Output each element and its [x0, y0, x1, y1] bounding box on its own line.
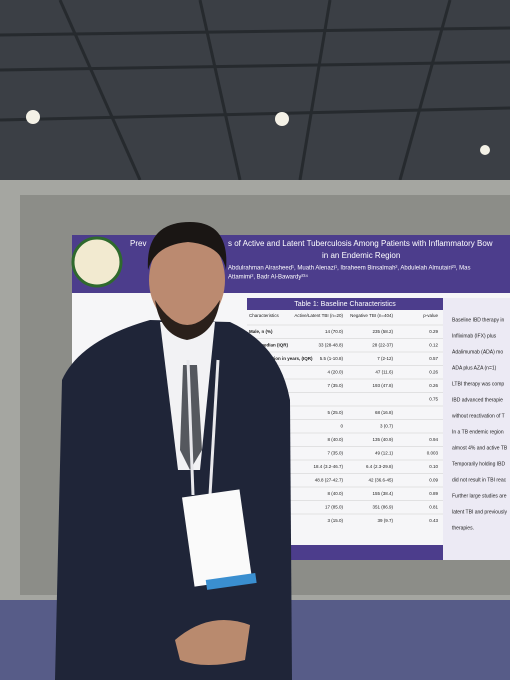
hair — [147, 222, 227, 270]
table-cell: 0.75 — [429, 397, 438, 402]
person — [55, 222, 292, 680]
right-column — [443, 298, 510, 560]
table-cell: 14 (70.0) — [325, 329, 344, 334]
table-cell: 0.89 — [429, 491, 438, 496]
right-text-line: almost 4% and active TB — [452, 445, 508, 451]
table-cell: 17 (85.0) — [325, 505, 344, 510]
ceiling — [0, 0, 510, 180]
title-line: Prev — [130, 239, 146, 248]
right-text-line: latent TBI and previously — [452, 509, 507, 515]
right-text-line: In a TB endemic region — [452, 429, 504, 435]
right-text-line: ADA plus AZA (n=1) — [452, 365, 497, 371]
table-cell: 135 (40.9) — [372, 437, 393, 442]
right-text-line: therapies. — [452, 525, 474, 531]
table-cell: 235 (58.2) — [372, 329, 393, 334]
table-cell: 155 (38.4) — [372, 491, 393, 496]
table-cell: 0 — [340, 424, 343, 429]
table-header: Characteristics — [249, 313, 280, 318]
table-header: p-value — [423, 313, 438, 318]
authors: Abdulrahman Alrasheed¹, Muath Alenazi¹, … — [228, 266, 470, 272]
table-cell: 42 (36.6-45) — [368, 478, 393, 483]
trusses — [0, 0, 510, 181]
logo — [71, 236, 123, 288]
right-text-line: Baseline IBD therapy in — [452, 317, 504, 323]
right-text-line: did not result in TBI reac — [452, 477, 507, 483]
table-cell: 47 (11.6) — [375, 370, 393, 375]
table-cell: 0.09 — [429, 478, 438, 483]
table-cell: 0.81 — [429, 505, 438, 510]
table-header: Negative TBI (n=404) — [350, 313, 393, 318]
title-line: s of Active and Latent Tuberculosis Amon… — [228, 239, 493, 248]
table-cell: 0.12 — [429, 343, 438, 348]
lanyard — [208, 359, 220, 496]
table-cell: 351 (86.9) — [372, 505, 393, 510]
table-cell: 3 (0.7) — [380, 424, 394, 429]
right-text-line: Infliximab (IFX) plus — [452, 333, 497, 339]
table-cell: 48.8 (27-42.7) — [315, 478, 344, 483]
authors: Attamimi², Badr Al-Bawardy²³⁴ — [228, 274, 308, 281]
right-text-line: Further large studies are — [452, 493, 507, 499]
hands — [175, 620, 250, 665]
table-cell: 0.29 — [429, 329, 438, 334]
table-cell: 4 (20.0) — [327, 370, 343, 375]
lanyard — [186, 359, 195, 496]
table-cell: 39 (9.7) — [377, 518, 393, 523]
table-cell: 28 (22-37) — [372, 343, 393, 348]
table-cell: Male, n (%) — [249, 329, 273, 334]
table-cell: 193 (47.8) — [372, 383, 393, 388]
table-cell: 6.4 (2.3-29.8) — [366, 464, 394, 469]
table-cell: 18.4 (3.2-46.7) — [313, 464, 343, 469]
table-cell: 7 (35.0) — [327, 383, 343, 388]
footer-band — [247, 545, 443, 560]
table-cell: 3 (15.0) — [327, 518, 343, 523]
table-cell: 0.26 — [429, 383, 438, 388]
table-cell: 0.003 — [427, 451, 439, 456]
table-cell: 33 (28-48.8) — [318, 343, 343, 348]
table-header: Active/Latent TBI (n=20) — [294, 313, 343, 318]
title-line: in an Endemic Region — [322, 251, 400, 260]
right-text-line: Adalimumab (ADA) mo — [452, 349, 503, 355]
table-cell: 5 (25.0) — [327, 410, 343, 415]
suit — [55, 320, 292, 680]
table-cell: 68 (16.8) — [375, 410, 394, 415]
table: Characteristics Active/Latent TBI (n=20) N… — [247, 313, 443, 523]
table-cell: 0.10 — [429, 464, 438, 469]
table-cell: 0.94 — [429, 437, 438, 442]
right-text-line: LTBI therapy was comp — [452, 381, 504, 387]
right-text-line: IBD advanced therapie — [452, 397, 503, 403]
table-cell: 0.26 — [429, 370, 438, 375]
poster-header — [72, 235, 510, 293]
table-cell: Age, median (IQR) — [249, 343, 289, 348]
right-text-line: without reactivation of T — [452, 413, 505, 419]
badge — [182, 489, 252, 587]
table-cell: 5.5 (1-10.8) — [320, 356, 344, 361]
beard — [155, 300, 220, 340]
face — [149, 232, 225, 328]
right-text: Baseline IBD therapy in Infliximab (IFX) … — [452, 317, 508, 531]
table-cell: 0.43 — [429, 518, 438, 523]
table-cell: 0.57 — [429, 356, 438, 361]
lights — [26, 110, 490, 155]
table-cell: sease duration in years, (IQR) — [249, 356, 313, 361]
table-title: Table 1: Baseline Characteristics — [294, 301, 396, 308]
table-cell: 7 (2-12) — [377, 356, 393, 361]
right-text-line: Temporarily holding IBD — [452, 461, 505, 467]
table-cell: 8 (40.0) — [327, 437, 343, 442]
table-cell: 8 (40.0) — [327, 491, 343, 496]
badge-stripe — [205, 573, 257, 590]
table-header-band — [247, 298, 443, 310]
table-cell: 49 (12.1) — [375, 451, 394, 456]
table-cell: 7 (35.0) — [327, 451, 343, 456]
